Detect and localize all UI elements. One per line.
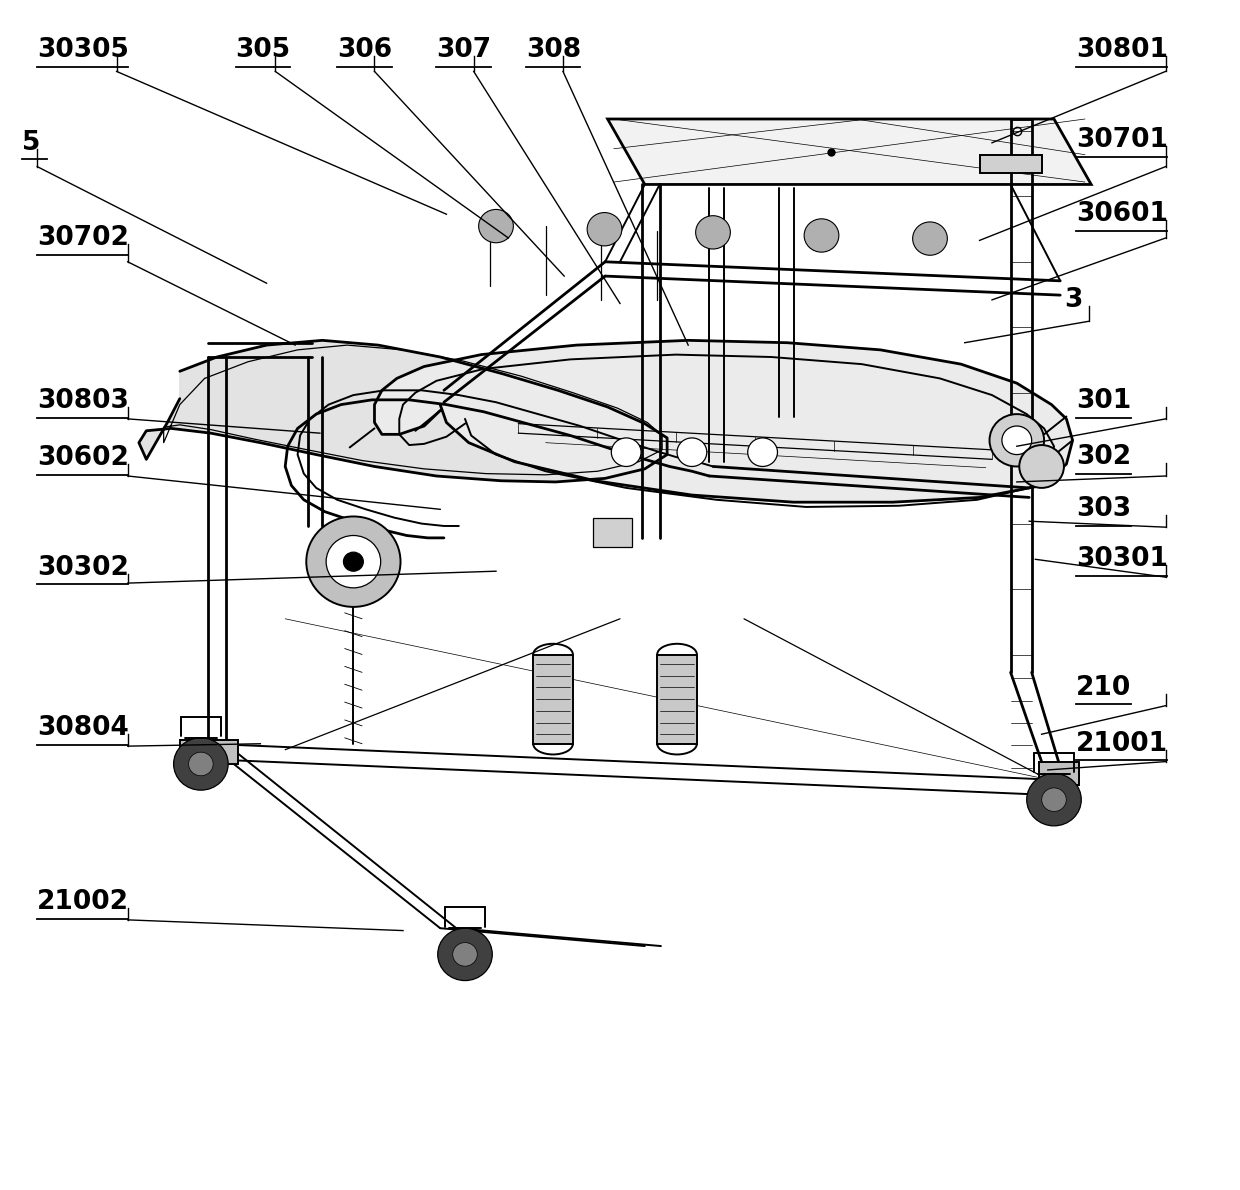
Text: 30301: 30301 (1076, 546, 1168, 572)
Circle shape (677, 438, 707, 466)
Text: 21001: 21001 (1076, 731, 1168, 757)
Text: 30804: 30804 (37, 715, 129, 741)
Text: 30601: 30601 (1076, 201, 1168, 227)
Polygon shape (1039, 762, 1079, 785)
Text: 30702: 30702 (37, 225, 129, 251)
Circle shape (174, 738, 228, 790)
Text: 301: 301 (1076, 388, 1132, 414)
Text: 30801: 30801 (1076, 37, 1168, 63)
Bar (533, 654, 573, 744)
Text: 302: 302 (1076, 444, 1131, 470)
Text: 305: 305 (236, 37, 290, 63)
Circle shape (306, 516, 401, 607)
Circle shape (804, 219, 838, 252)
Text: 5: 5 (22, 130, 41, 156)
Text: 30302: 30302 (37, 555, 129, 581)
Circle shape (343, 552, 363, 571)
Polygon shape (374, 340, 1073, 502)
Text: 30305: 30305 (37, 37, 129, 63)
Circle shape (913, 221, 947, 255)
Text: 21002: 21002 (37, 889, 129, 915)
Polygon shape (980, 155, 1042, 173)
Circle shape (438, 928, 492, 981)
Text: 308: 308 (526, 37, 580, 63)
Circle shape (1027, 774, 1081, 826)
Circle shape (326, 536, 381, 588)
Bar (657, 654, 697, 744)
Circle shape (1002, 426, 1032, 455)
Circle shape (588, 213, 622, 246)
Polygon shape (139, 340, 667, 482)
Text: 30701: 30701 (1076, 127, 1168, 154)
Circle shape (479, 209, 513, 243)
Polygon shape (608, 119, 1091, 184)
Bar (593, 518, 632, 547)
Circle shape (1019, 445, 1064, 488)
Circle shape (696, 215, 730, 249)
Circle shape (611, 438, 641, 466)
Polygon shape (180, 740, 238, 764)
Circle shape (1042, 788, 1066, 812)
Circle shape (990, 414, 1044, 466)
Text: 307: 307 (436, 37, 491, 63)
Text: 30803: 30803 (37, 388, 129, 414)
Text: 210: 210 (1076, 675, 1132, 701)
Text: 306: 306 (337, 37, 392, 63)
Circle shape (188, 752, 213, 776)
Circle shape (453, 942, 477, 966)
Text: 30602: 30602 (37, 445, 129, 471)
Text: 303: 303 (1076, 496, 1131, 522)
Circle shape (748, 438, 777, 466)
Text: 3: 3 (1064, 287, 1083, 313)
